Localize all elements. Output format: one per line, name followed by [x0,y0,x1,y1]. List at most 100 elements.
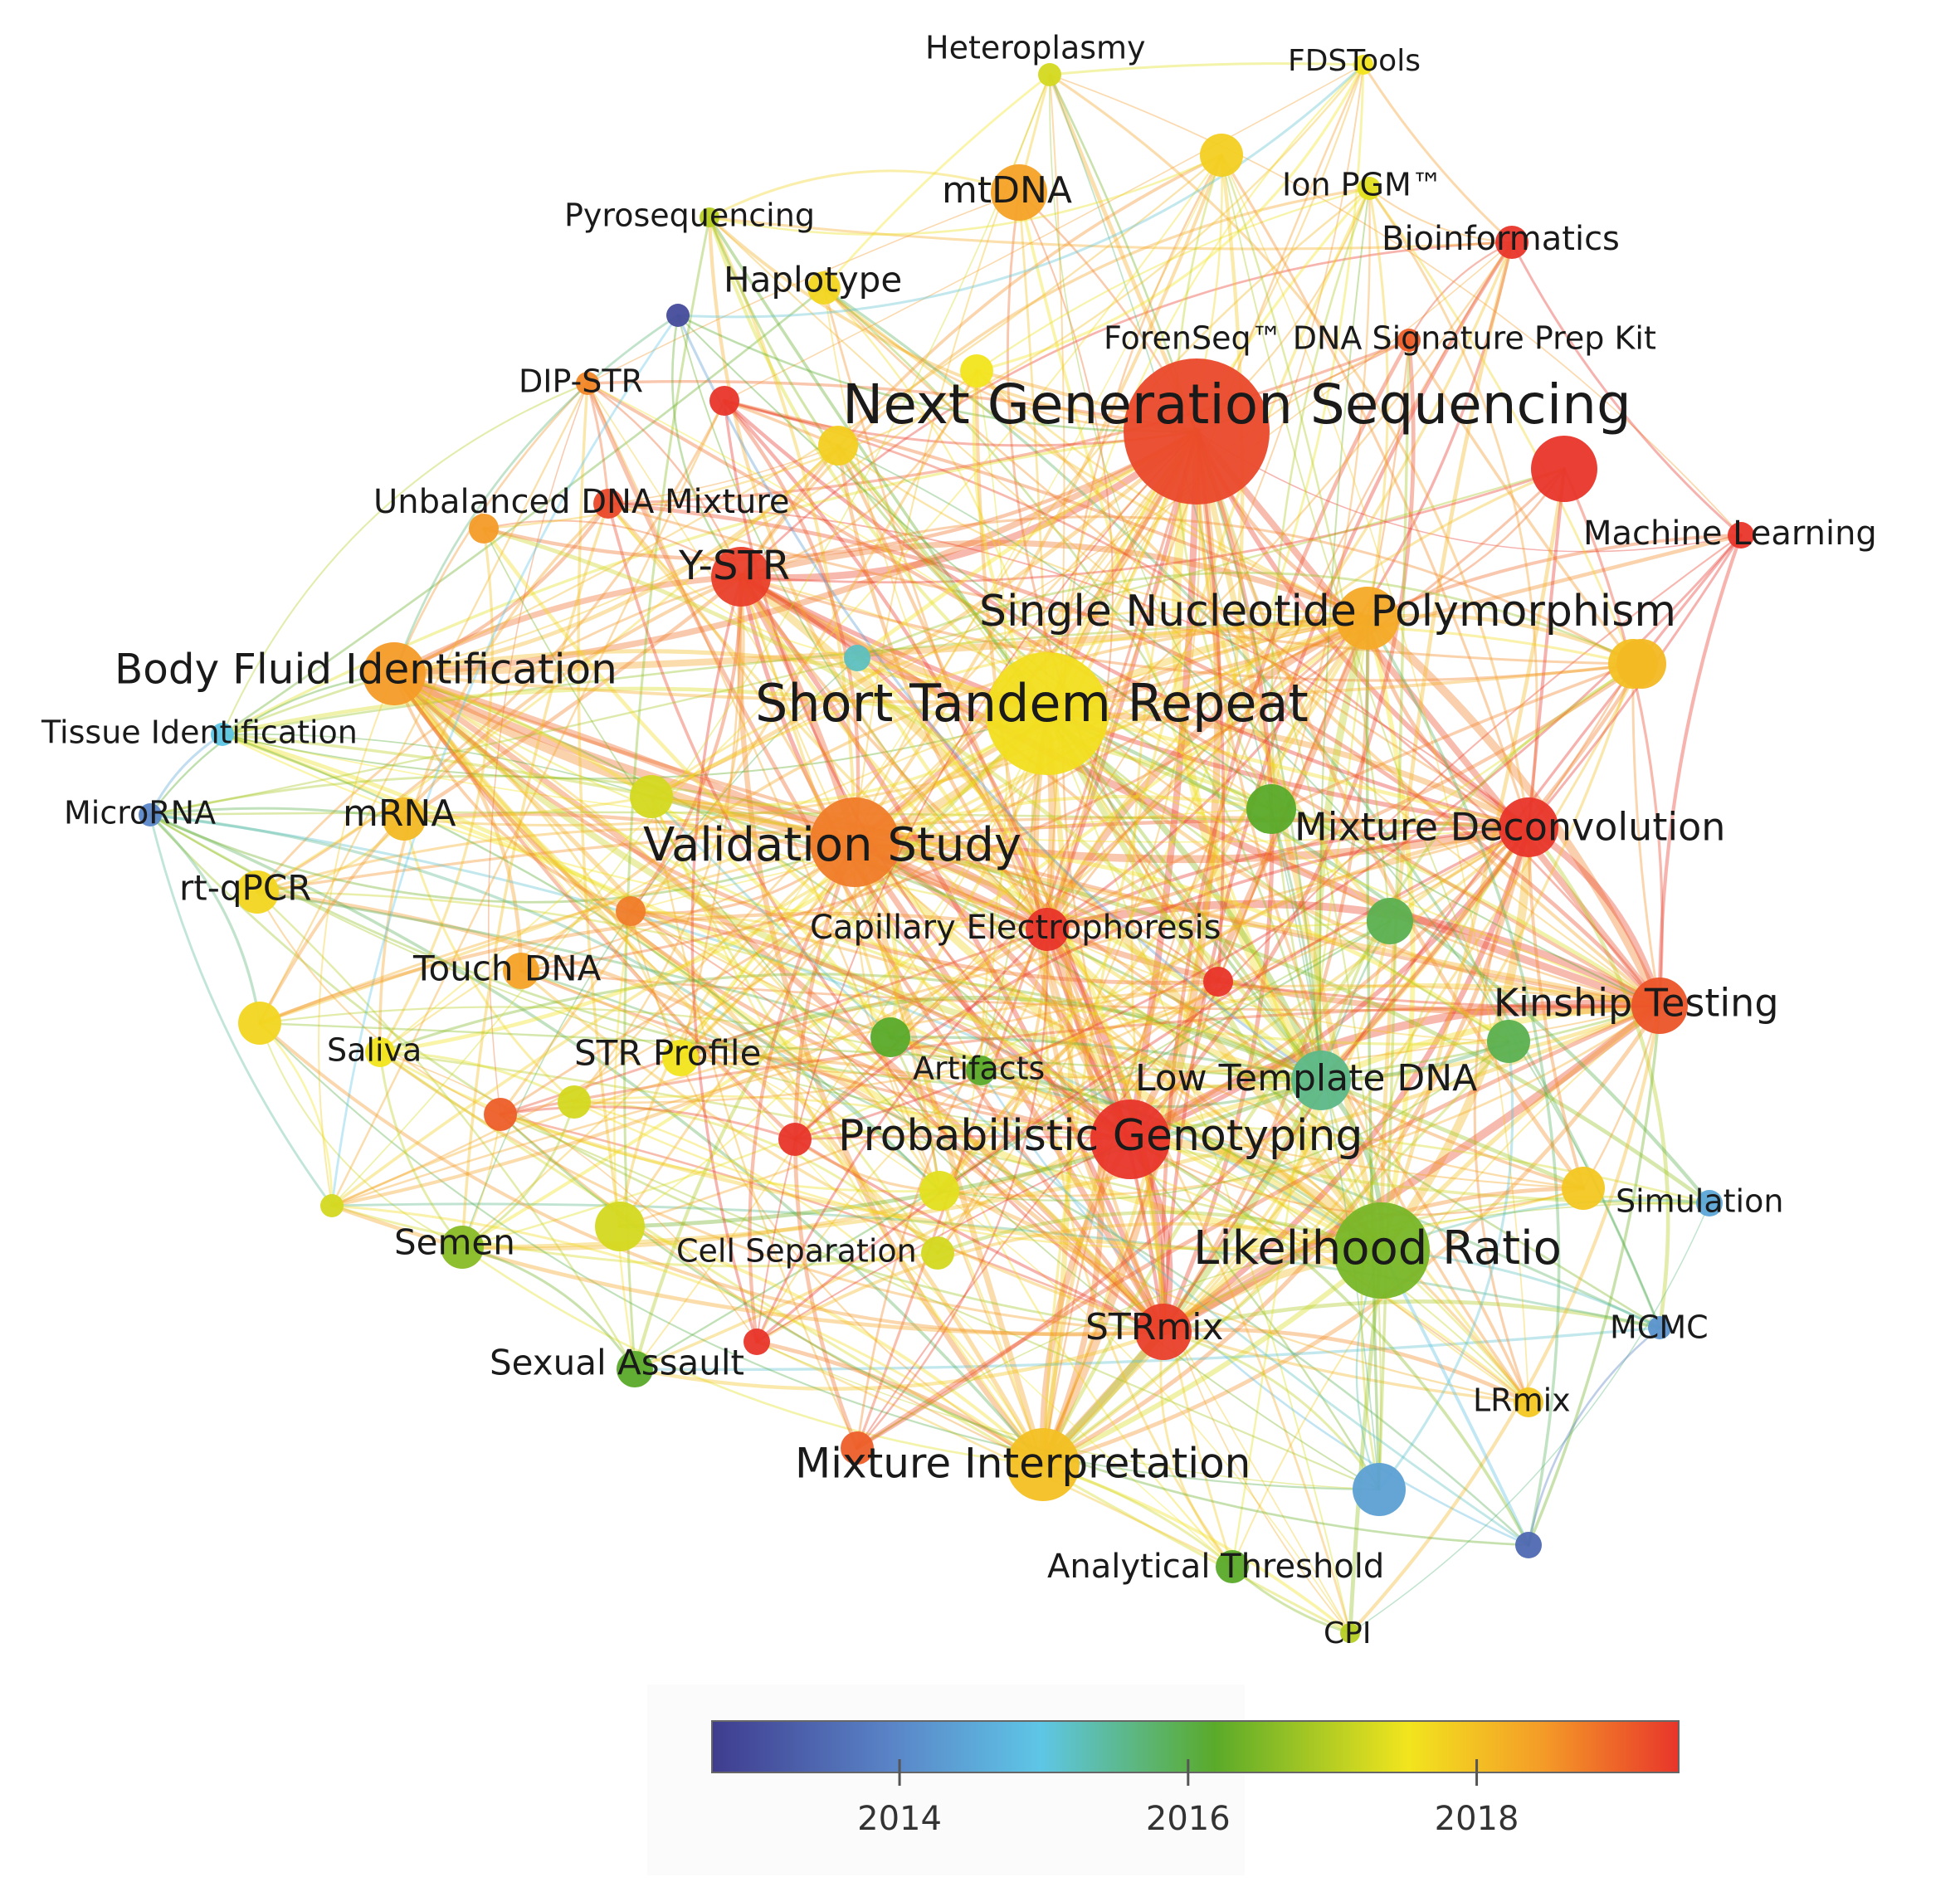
node-hetero[interactable] [1038,63,1061,86]
edge-vs-kt [851,839,1663,1016]
edge-md-ystr [739,574,1531,830]
node-ion[interactable] [1358,177,1381,200]
node-touch[interactable] [503,953,539,989]
edge-udm-bfi [392,501,611,676]
edge-ion-mi [1041,187,1371,1466]
node-hap[interactable] [807,271,841,305]
node-bfi[interactable] [363,642,426,705]
edge-u21-bfi [318,672,396,1207]
node-u11[interactable] [818,426,858,466]
edge-ltd-u12 [650,795,1323,1082]
node-ltd[interactable] [1291,1051,1351,1110]
node-lr[interactable] [1333,1202,1430,1299]
node-lrmix[interactable] [1514,1387,1543,1417]
edge-touch-cpi [520,970,1351,1634]
node-ystr[interactable] [711,547,771,607]
node-u26[interactable] [1562,1167,1605,1210]
node-mcmc[interactable] [1648,1316,1671,1339]
node-dipstr[interactable] [576,372,599,395]
edge-u28-u21 [258,1021,334,1207]
edge-u14-mi [618,1225,1045,1466]
node-u7[interactable] [870,1017,910,1057]
node-u15[interactable] [484,1098,517,1131]
edge-artifacts-lr [979,1069,1383,1252]
node-u24[interactable] [844,645,870,671]
node-u5[interactable] [1367,898,1413,944]
node-u25[interactable] [469,514,499,544]
node-saliva[interactable] [365,1037,395,1067]
node-pyro[interactable] [700,207,719,227]
node-microrna[interactable] [139,803,162,826]
node-kt[interactable] [1631,978,1688,1034]
edge-mi-ce [1040,926,1104,1468]
node-u14[interactable] [595,1202,645,1251]
edge-forenseq-udm [607,339,1411,505]
label-ce: Capillary Electrophoresis [810,909,1221,947]
node-u22[interactable] [666,304,690,327]
node-fds[interactable] [1353,55,1373,75]
edge-u21-u8 [330,399,726,1207]
node-udm[interactable] [593,489,623,519]
node-u1[interactable] [1531,436,1597,502]
edge-u13-kt [938,1004,1661,1197]
edge-u2-vs [852,153,1224,845]
node-cellsep[interactable] [921,1236,954,1270]
node-sim[interactable] [1696,1190,1723,1216]
node-u10[interactable] [616,896,646,926]
node-mtdna[interactable] [991,164,1047,221]
edge-dipstr-cpi [587,383,1351,1634]
node-ml[interactable] [1728,522,1754,549]
node-sa[interactable] [617,1351,653,1387]
edge-u13-md [937,825,1531,1193]
label-forenseq: ForenSeq™ DNA Signature Prep Kit [1104,320,1656,357]
edge-at-u19 [755,1340,1234,1568]
node-mi[interactable] [1007,1428,1080,1501]
node-u23[interactable] [1515,1532,1542,1558]
edge-u12-ngs [649,429,1199,799]
edge-tissue-strmix [220,732,1166,1334]
node-u21[interactable] [320,1194,344,1217]
node-rtq[interactable] [236,870,279,914]
node-strp[interactable] [662,1040,699,1076]
node-u18[interactable] [841,1431,874,1465]
node-ce[interactable] [1026,908,1069,951]
node-tissue[interactable] [211,723,234,746]
edge-str-kt [1045,711,1662,1008]
node-vs[interactable] [810,797,900,887]
node-cpi[interactable] [1340,1623,1360,1643]
node-u8[interactable] [709,386,739,416]
edge-snp-kt [1363,613,1665,1011]
node-strmix[interactable] [1135,1304,1192,1360]
edge-sa-mcmc [633,1326,1661,1372]
edge-u11-mcmc [837,445,1660,1329]
node-u13[interactable] [919,1171,959,1211]
node-u27[interactable] [960,354,993,388]
node-mrna[interactable] [383,797,426,841]
node-artifacts[interactable] [966,1056,996,1085]
node-md[interactable] [1499,797,1558,857]
node-u4[interactable] [1246,784,1296,834]
node-semen[interactable] [441,1226,484,1269]
node-u28[interactable] [238,1002,281,1045]
node-u12[interactable] [630,775,673,818]
node-u19[interactable] [744,1329,770,1355]
edge-u9-kt [1216,980,1661,1008]
node-str[interactable] [986,652,1109,775]
edge-lr-u10 [629,909,1383,1252]
node-bio[interactable] [1495,226,1529,259]
node-snp[interactable] [1336,587,1399,650]
node-ngs[interactable] [1124,358,1270,505]
edge-microrna-u9 [149,774,1220,983]
node-forenseq[interactable] [1397,329,1421,352]
colorbar-tick-label-2018: 2018 [1435,1800,1519,1838]
node-pg[interactable] [1090,1099,1170,1179]
node-u2[interactable] [1200,134,1243,177]
node-u29[interactable] [1616,639,1666,689]
edge-fds-u27 [975,63,1365,373]
node-u17[interactable] [778,1123,812,1156]
node-u20[interactable] [1487,1020,1530,1063]
node-u9[interactable] [1203,967,1233,997]
node-u16[interactable] [558,1085,591,1119]
node-at[interactable] [1216,1550,1249,1583]
node-u6[interactable] [1353,1463,1406,1516]
